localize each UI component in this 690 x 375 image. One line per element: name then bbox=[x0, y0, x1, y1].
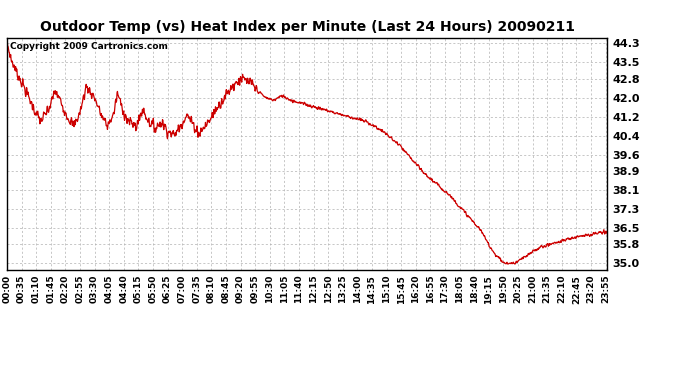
Title: Outdoor Temp (vs) Heat Index per Minute (Last 24 Hours) 20090211: Outdoor Temp (vs) Heat Index per Minute … bbox=[39, 20, 575, 33]
Text: Copyright 2009 Cartronics.com: Copyright 2009 Cartronics.com bbox=[10, 42, 168, 51]
